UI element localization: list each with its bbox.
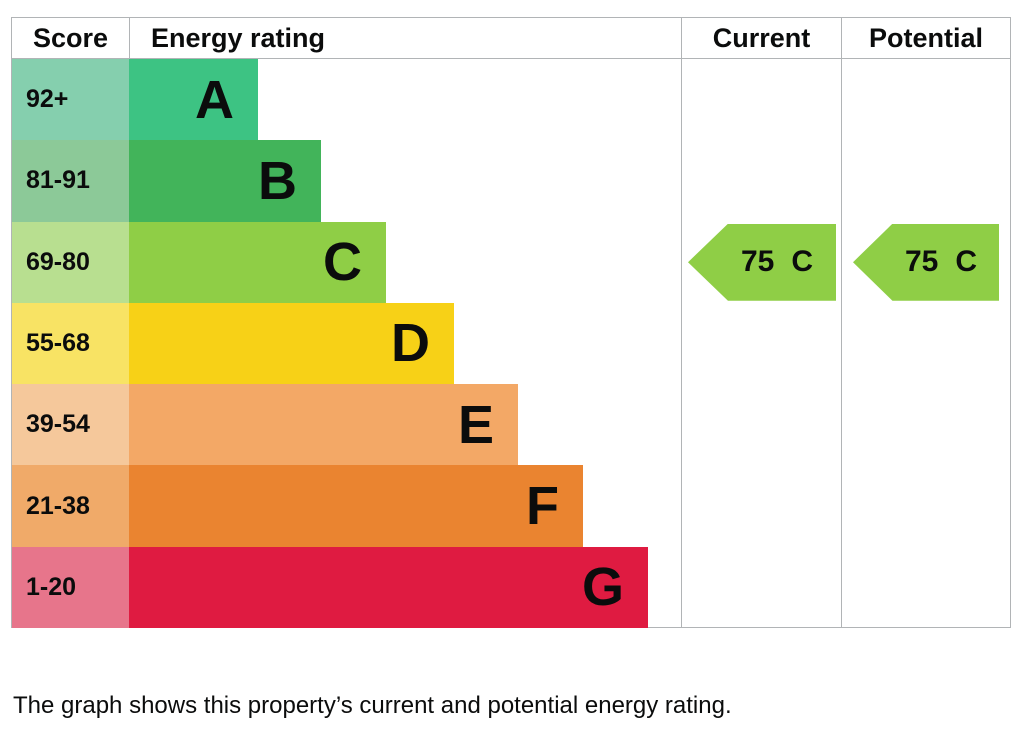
band-letter-c: C — [323, 232, 362, 293]
score-range-c: 69-80 — [12, 221, 129, 303]
potential-column-divider — [841, 59, 842, 628]
band-row-e: 39-54 E — [12, 384, 1010, 466]
score-range-d: 55-68 — [12, 302, 129, 385]
band-row-a: 92+ A — [12, 59, 1010, 141]
current-rating-letter: C — [791, 245, 814, 279]
band-letter-a: A — [195, 69, 234, 130]
rating-bar-d: D — [129, 302, 454, 385]
band-row-d: 55-68 D — [12, 302, 1010, 385]
score-range-f: 21-38 — [12, 465, 129, 547]
current-column-divider — [681, 59, 682, 628]
band-row-c: 69-80 C — [12, 221, 1010, 303]
rating-bar-c: C — [129, 221, 386, 303]
potential-rating-value: 75 — [904, 245, 939, 279]
header-score: Score — [32, 22, 109, 53]
band-letter-g: G — [581, 557, 624, 618]
band-letter-b: B — [258, 150, 297, 211]
rating-bar-f: F — [129, 465, 583, 547]
chart-caption: The graph shows this property’s current … — [13, 692, 732, 719]
current-rating-value: 75 — [740, 245, 775, 279]
band-letter-f: F — [526, 476, 559, 537]
score-range-b: 81-91 — [12, 140, 129, 222]
score-range-g: 1-20 — [12, 546, 129, 628]
band-row-g: 1-20 G — [12, 546, 1010, 628]
score-range-e: 39-54 — [12, 384, 129, 466]
rating-bar-e: E — [129, 384, 518, 466]
band-rows: 92+ A 81-91 B 69-80 C 55-68 D 39-54 E 21-38 F 1-20 G … — [12, 59, 1010, 628]
score-range-a: 92+ — [12, 59, 129, 141]
rating-bar-g: G — [129, 546, 648, 628]
header-current: Current — [681, 18, 841, 58]
header-potential: Potential — [841, 18, 1010, 58]
rating-bar-b: B — [129, 140, 321, 222]
rating-bar-a: A — [129, 59, 258, 141]
band-row-f: 21-38 F — [12, 465, 1010, 547]
header-energy-rating: Energy rating — [129, 18, 681, 58]
band-row-b: 81-91 B — [12, 140, 1010, 222]
chart-header-row: Score Energy rating Current Potential — [12, 18, 1010, 59]
band-letter-d: D — [391, 313, 430, 374]
epc-rating-chart: Score Energy rating Current Potential 92… — [11, 17, 1011, 628]
potential-rating-letter: C — [955, 245, 978, 279]
band-letter-e: E — [457, 394, 494, 455]
